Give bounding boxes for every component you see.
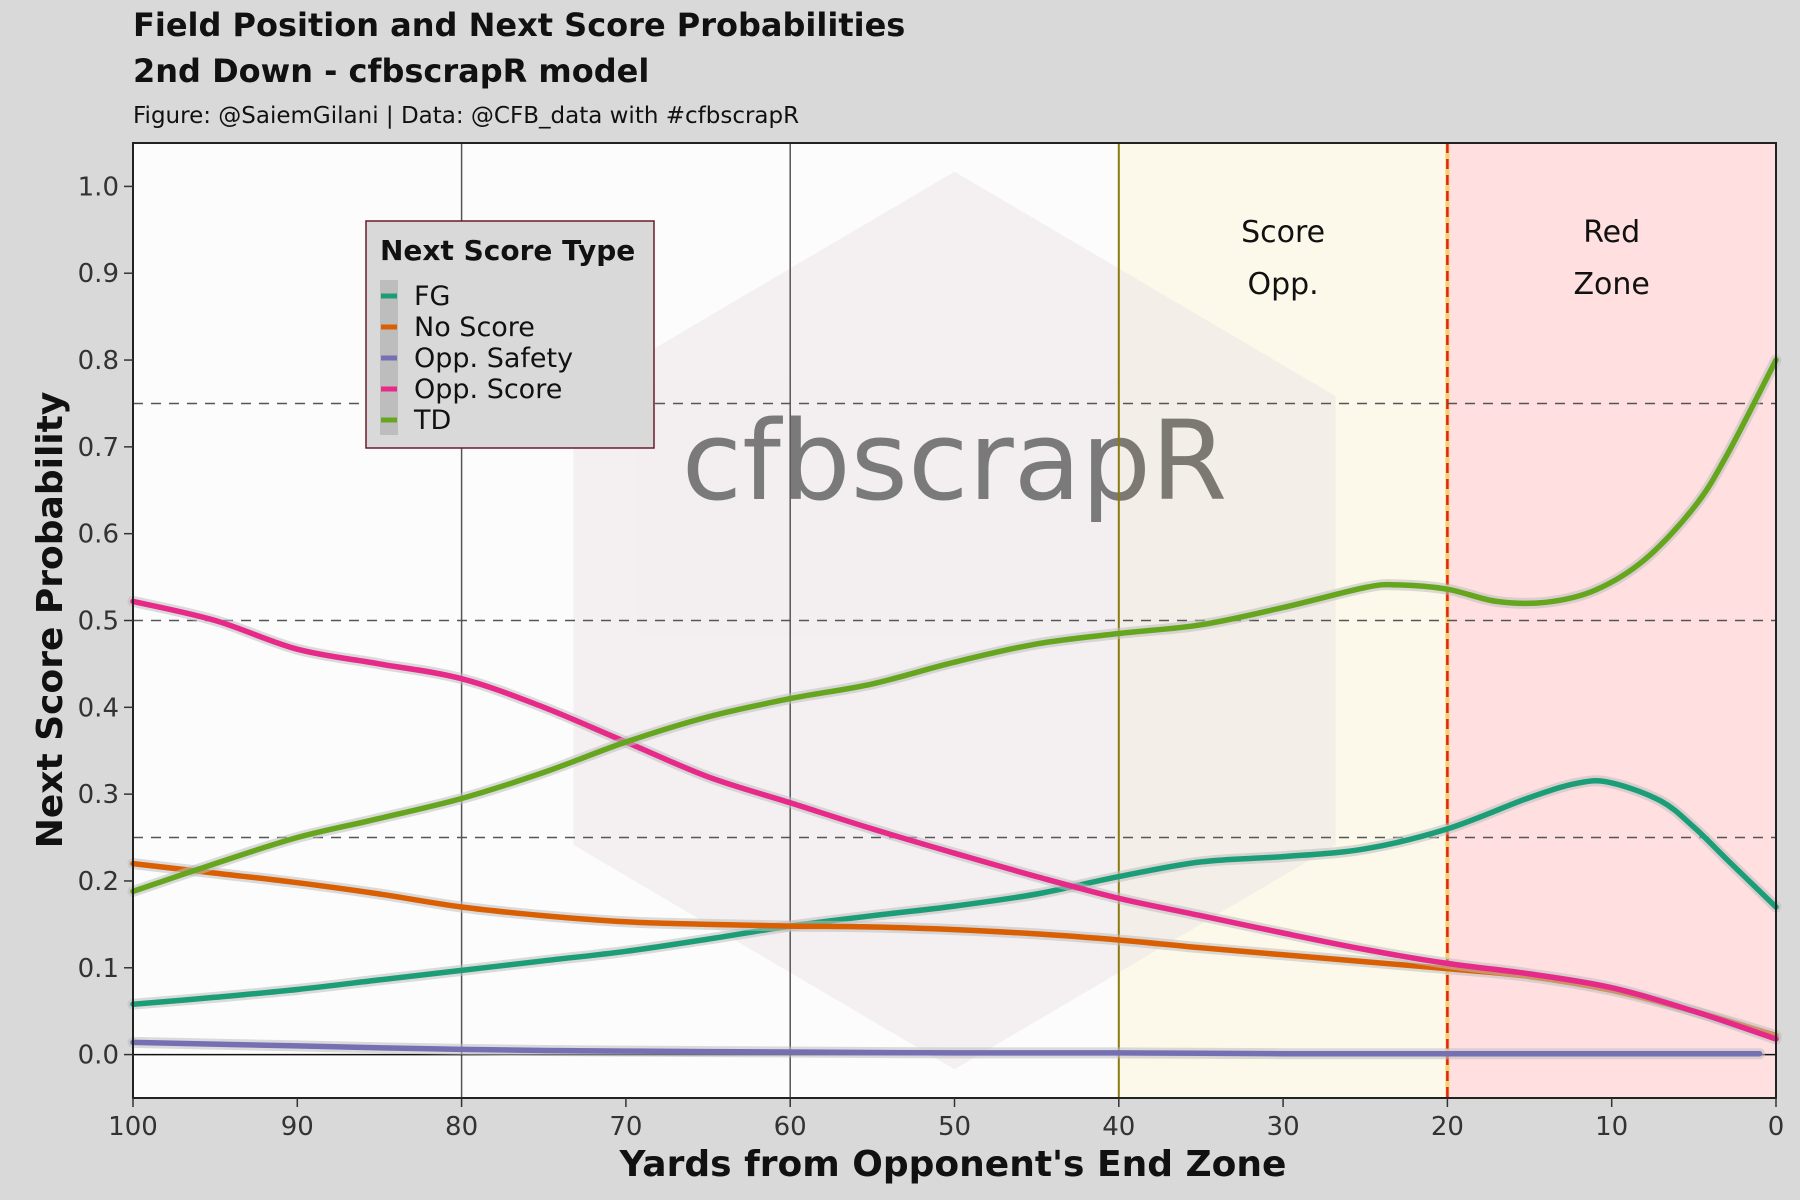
chart-caption: Figure: @SaiemGilani | Data: @CFB_data w…	[133, 103, 799, 129]
zone-label-1-0: Red	[1583, 215, 1640, 250]
zone-label-0-1: Opp.	[1247, 267, 1318, 302]
zone-label-1-1: Zone	[1574, 267, 1650, 302]
y-tick-label-8: 0.8	[78, 346, 119, 376]
y-tick-label-3: 0.3	[78, 780, 119, 810]
zone-label-0-0: Score	[1241, 215, 1325, 250]
x-tick-label-30: 30	[1267, 1112, 1300, 1142]
series-line-opp-safety	[130, 1039, 1763, 1057]
series-lines	[127, 354, 1782, 1060]
x-tick-label-90: 90	[281, 1112, 314, 1142]
x-tick-label-50: 50	[938, 1112, 971, 1142]
x-tick-label-70: 70	[609, 1112, 642, 1142]
x-tick-label-80: 80	[445, 1112, 478, 1142]
y-tick-label-4: 0.4	[78, 693, 119, 723]
x-axis-label: Yards from Opponent's End Zone	[619, 1144, 1287, 1185]
legend-label-fg: FG	[414, 281, 450, 312]
watermark-text: cfbscrapR	[682, 397, 1228, 525]
x-tick-label-20: 20	[1431, 1112, 1464, 1142]
y-axis-label: Next Score Probability	[30, 392, 71, 849]
watermark: cfbscrapR	[573, 171, 1336, 1070]
x-tick-label-10: 10	[1595, 1112, 1628, 1142]
x-tick-label-100: 100	[108, 1112, 158, 1142]
series-line-opp-score	[130, 598, 1779, 1042]
legend-box	[365, 220, 655, 449]
y-tick-label-7: 0.7	[78, 433, 119, 463]
series-line-fg	[130, 778, 1779, 1007]
watermark-hexagon	[573, 171, 1336, 1070]
y-tick-label-6: 0.6	[78, 520, 119, 550]
legend-label-opp-score: Opp. Score	[414, 374, 562, 405]
legend-label-td: TD	[413, 405, 451, 436]
legend-label-opp-safety: Opp. Safety	[414, 343, 573, 374]
y-axis-ticks: 0.0 0.1 0.2 0.3 0.4 0.5 0.6 0.7 0.8 0.9 1.0	[78, 172, 133, 1071]
y-tick-label-2: 0.2	[78, 867, 119, 897]
legend-title: Next Score Type	[380, 234, 635, 267]
chart-title: Field Position and Next Score Probabilit…	[133, 6, 905, 44]
zone-labels: Score Opp. Red Zone	[1241, 215, 1650, 302]
y-tick-label-10: 1.0	[78, 172, 119, 202]
x-tick-label-60: 60	[774, 1112, 807, 1142]
y-tick-label-5: 0.5	[78, 607, 119, 637]
x-tick-label-0: 0	[1768, 1112, 1785, 1142]
plot-area: cfbscrapR Score Opp. Red Zone	[127, 142, 1782, 1099]
y-tick-label-1: 0.1	[78, 954, 119, 984]
x-axis-ticks: 100 90 80 70 60 50 40 30 20 10 0	[108, 1098, 1784, 1142]
y-tick-label-0: 0.0	[78, 1041, 119, 1071]
x-tick-label-40: 40	[1102, 1112, 1135, 1142]
legend-label-no-score: No Score	[414, 312, 535, 343]
chart-subtitle: 2nd Down - cfbscrapR model	[133, 52, 649, 90]
y-tick-label-9: 0.9	[78, 259, 119, 289]
series-line-td	[130, 357, 1779, 895]
